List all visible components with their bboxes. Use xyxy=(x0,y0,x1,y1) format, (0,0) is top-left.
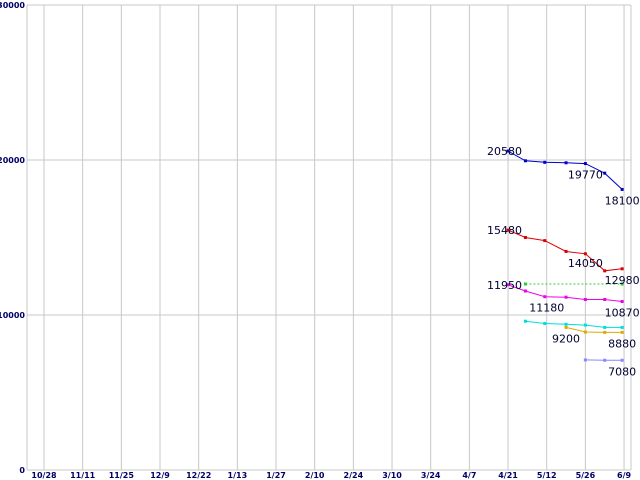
data-point xyxy=(620,330,624,334)
data-point xyxy=(620,267,624,271)
data-label: 10870 xyxy=(605,307,640,320)
data-point xyxy=(564,295,568,299)
data-point xyxy=(620,358,624,362)
data-point xyxy=(523,282,527,286)
data-point xyxy=(603,325,607,329)
chart-grid xyxy=(26,4,632,471)
y-tick-label: 10000 xyxy=(0,311,25,320)
x-tick-label: 6/9 xyxy=(617,471,631,480)
data-label: 11180 xyxy=(529,302,564,315)
chart-series xyxy=(506,149,624,362)
series-line xyxy=(507,150,623,190)
x-tick-label: 3/10 xyxy=(382,471,402,480)
data-point xyxy=(603,330,607,334)
data-point xyxy=(506,149,510,153)
x-tick-label: 12/9 xyxy=(150,471,170,480)
series-5 xyxy=(523,319,624,329)
data-point xyxy=(620,282,624,286)
data-point xyxy=(506,228,510,232)
data-label: 12980 xyxy=(605,274,640,287)
x-tick-label: 3/24 xyxy=(421,471,441,480)
y-axis-ticks: 0 10000 20000 30000 xyxy=(0,1,25,475)
data-point xyxy=(564,325,568,329)
x-tick-label: 11/11 xyxy=(70,471,96,480)
data-point xyxy=(543,295,547,299)
data-point xyxy=(583,162,587,166)
data-label: 15480 xyxy=(487,224,522,237)
x-tick-label: 5/26 xyxy=(576,471,596,480)
y-tick-label: 30000 xyxy=(0,1,25,10)
x-axis-ticks: 10/28 11/11 11/25 12/9 12/22 1/13 1/27 2/10 2/24… xyxy=(31,471,631,480)
y-tick-label: 20000 xyxy=(0,156,25,165)
data-point xyxy=(523,159,527,163)
data-point xyxy=(620,325,624,329)
data-point xyxy=(564,249,568,253)
data-point xyxy=(564,161,568,165)
x-tick-label: 1/13 xyxy=(228,471,248,480)
x-tick-label: 1/27 xyxy=(266,471,286,480)
x-tick-label: 5/12 xyxy=(537,471,557,480)
data-label: 11950 xyxy=(487,279,522,292)
data-label: 19770 xyxy=(568,169,603,182)
x-tick-label: 12/22 xyxy=(186,471,211,480)
x-tick-label: 4/7 xyxy=(462,471,476,480)
data-point xyxy=(583,323,587,327)
series-2 xyxy=(506,228,624,273)
data-point xyxy=(583,358,587,362)
series-4 xyxy=(506,283,624,304)
data-point xyxy=(506,283,510,287)
series-3 xyxy=(523,282,624,286)
x-tick-label: 4/21 xyxy=(498,471,518,480)
x-tick-label: 2/10 xyxy=(305,471,325,480)
data-point xyxy=(543,322,547,326)
data-label: 14050 xyxy=(568,257,603,270)
data-point xyxy=(603,298,607,301)
series-7 xyxy=(583,358,624,362)
data-point xyxy=(523,319,527,323)
data-point xyxy=(583,252,587,256)
data-label: 20580 xyxy=(487,145,522,158)
data-point xyxy=(603,358,607,362)
data-label: 7080 xyxy=(608,365,636,378)
series-1 xyxy=(506,149,624,191)
series-line xyxy=(525,320,623,328)
data-point xyxy=(620,187,624,191)
data-label: 9200 xyxy=(552,332,580,345)
x-tick-label: 10/28 xyxy=(31,471,57,480)
series-line xyxy=(565,326,623,333)
x-tick-label: 2/24 xyxy=(344,471,364,480)
data-label: 18100 xyxy=(605,194,640,207)
x-tick-label: 11/25 xyxy=(109,471,135,480)
data-point xyxy=(523,236,527,239)
data-point xyxy=(564,322,568,326)
data-point xyxy=(543,239,547,243)
y-tick-label: 0 xyxy=(19,466,25,475)
data-point xyxy=(583,330,587,334)
data-point xyxy=(523,289,527,293)
series-6 xyxy=(564,325,624,334)
data-point xyxy=(583,298,587,301)
data-point xyxy=(603,269,607,273)
data-point xyxy=(543,160,547,164)
data-label: 8880 xyxy=(608,337,636,350)
data-point xyxy=(603,171,607,175)
data-point xyxy=(620,300,624,304)
